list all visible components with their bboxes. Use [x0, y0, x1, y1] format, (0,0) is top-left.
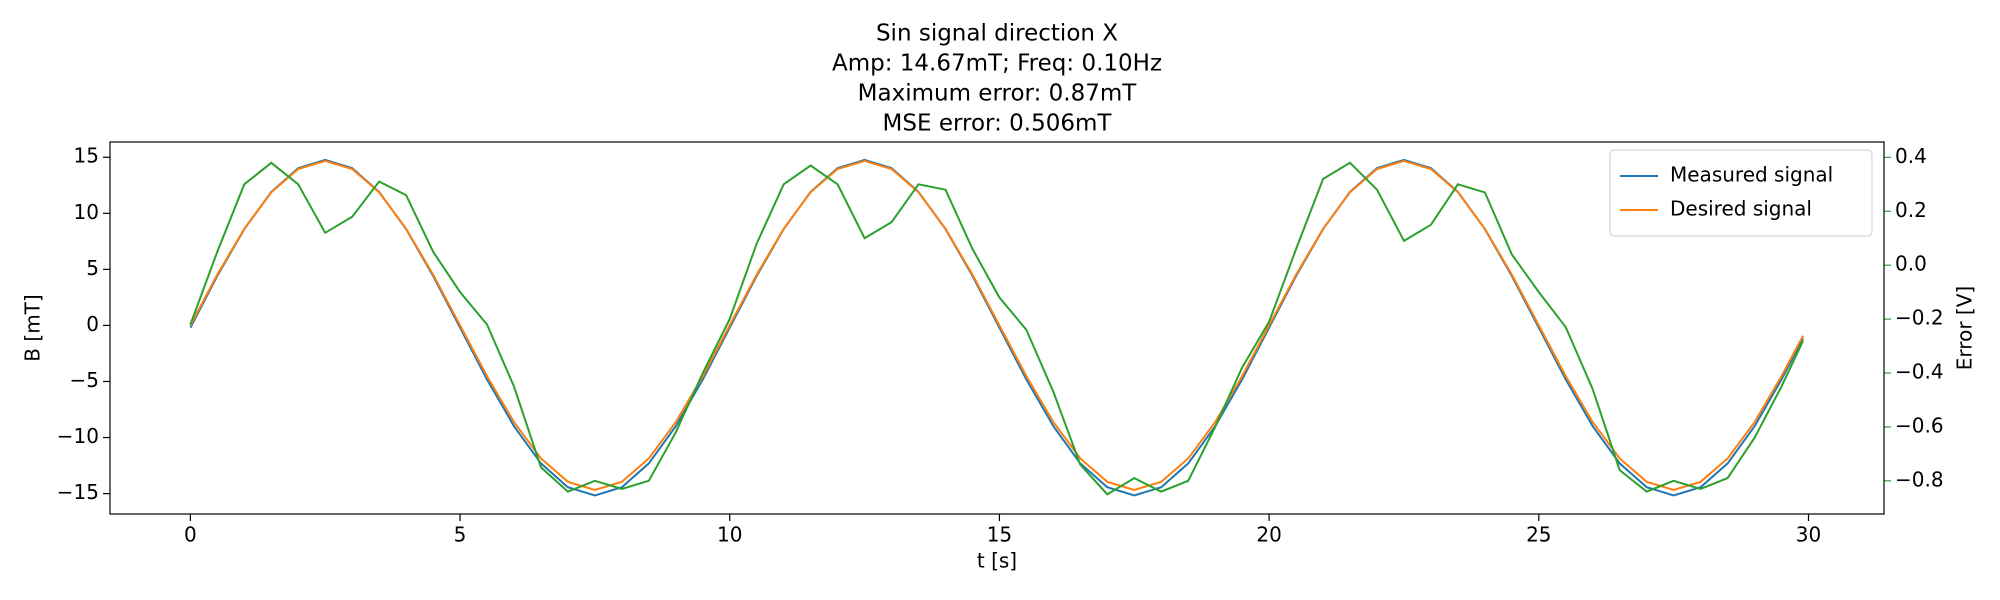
y-tick-label: 5 [86, 256, 99, 280]
y2-tick-label: 0.2 [1895, 198, 1927, 222]
chart-subtitle: MSE error: 0.506mT [883, 111, 1113, 137]
y-tick-label: 0 [86, 312, 99, 336]
y-tick-label: −5 [70, 368, 99, 392]
x-tick-label: 25 [1526, 523, 1551, 547]
y2-axis-label: Error [V] [1953, 286, 1977, 370]
chart-subtitle: Amp: 14.67mT; Freq: 0.10Hz [832, 51, 1162, 77]
x-tick-label: 15 [987, 523, 1012, 547]
chart-title: Sin signal direction X [876, 21, 1118, 47]
y2-tick-label: −0.4 [1895, 360, 1944, 384]
y2-tick-label: −0.8 [1895, 467, 1944, 491]
legend-label: Desired signal [1670, 197, 1812, 221]
data-line [189, 158, 1804, 497]
x-tick-label: 0 [184, 523, 197, 547]
y2-tick-label: −0.6 [1895, 413, 1944, 437]
plot-frame [109, 141, 1885, 515]
x-tick-label: 10 [717, 523, 742, 547]
y2-tick-label: 0.4 [1895, 144, 1927, 168]
chart-subtitle: Maximum error: 0.87mT [858, 81, 1138, 107]
y-axis-label: B [mT] [21, 294, 45, 361]
y2-tick-label: 0.0 [1895, 252, 1927, 276]
y-tick-label: 15 [74, 144, 99, 168]
legend-label: Measured signal [1670, 163, 1833, 187]
y-tick-label: −10 [57, 424, 99, 448]
y-tick-label: −15 [57, 480, 99, 504]
data-line [189, 159, 1804, 491]
x-tick-label: 20 [1256, 523, 1281, 547]
x-tick-label: 30 [1796, 523, 1821, 547]
legend-box [1609, 149, 1873, 237]
x-tick-label: 5 [454, 523, 467, 547]
x-axis-label: t [s] [977, 549, 1017, 573]
data-line [189, 161, 1805, 496]
y2-tick-label: −0.2 [1895, 306, 1944, 330]
y-tick-label: 10 [74, 200, 99, 224]
